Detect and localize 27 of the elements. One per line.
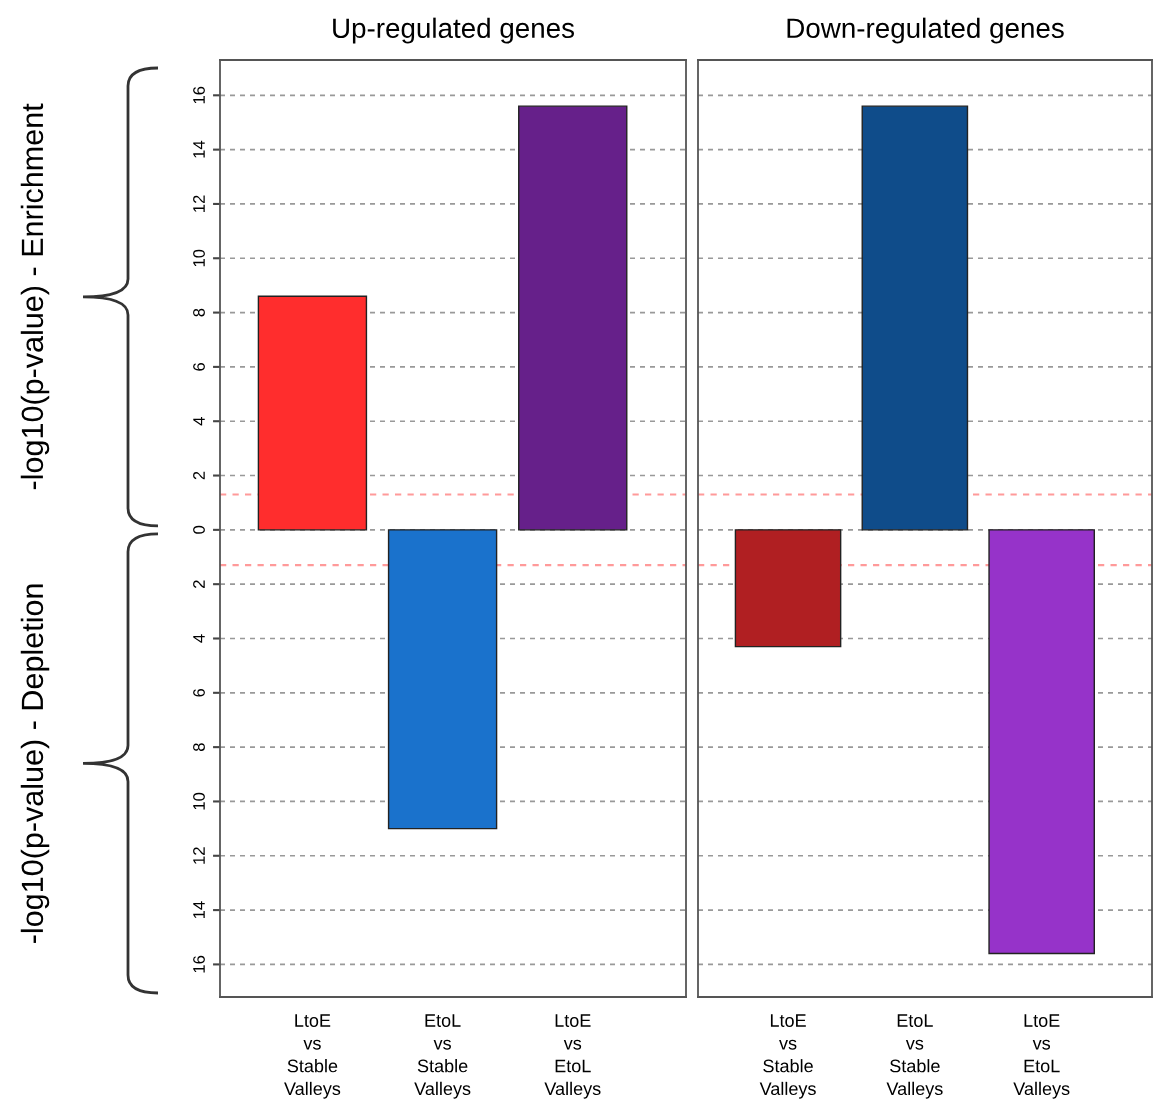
text: -log10(p-value) - Enrichment	[20, 103, 50, 490]
text: -log10(p-value) - Depletion	[20, 584, 50, 943]
y-tick-label: 6	[193, 363, 205, 371]
y-tick-label: 16	[193, 955, 205, 973]
y-tick-label: 12	[193, 847, 205, 864]
chart-title: Up-regulated genes	[333, 17, 574, 44]
y-tick-label: 4	[193, 417, 205, 426]
y-tick-label: 8	[193, 308, 205, 317]
y-tick-label: 16	[193, 86, 205, 104]
y-tick-label: 14	[193, 901, 205, 919]
y-tick-label: 10	[193, 249, 205, 267]
y-tick-label: 10	[193, 792, 205, 810]
x-tick-label: LtoE vs EtoL Valleys	[544, 1014, 601, 1099]
y-tick-label: 2	[193, 580, 205, 588]
y-tick-label: 4	[193, 634, 205, 643]
y-tick-label: 12	[193, 195, 205, 212]
x-tick-label: LtoE vs Stable Valleys	[759, 1014, 816, 1099]
x-tick-label: LtoE vs Stable Valleys	[284, 1014, 341, 1099]
y-tick-label: 6	[193, 688, 205, 697]
x-tick-label: EtoL vs Stable Valleys	[886, 1014, 943, 1099]
y-tick-label: 8	[193, 743, 205, 752]
y-tick-label: 0	[193, 525, 205, 534]
y-tick-label: 14	[193, 140, 205, 158]
x-tick-label: LtoE vs EtoL Valleys	[1013, 1014, 1070, 1099]
chart-title: Down-regulated genes	[787, 17, 1064, 44]
y-tick-label: 2	[193, 471, 205, 480]
x-tick-label: EtoL vs Stable Valleys	[414, 1014, 471, 1099]
